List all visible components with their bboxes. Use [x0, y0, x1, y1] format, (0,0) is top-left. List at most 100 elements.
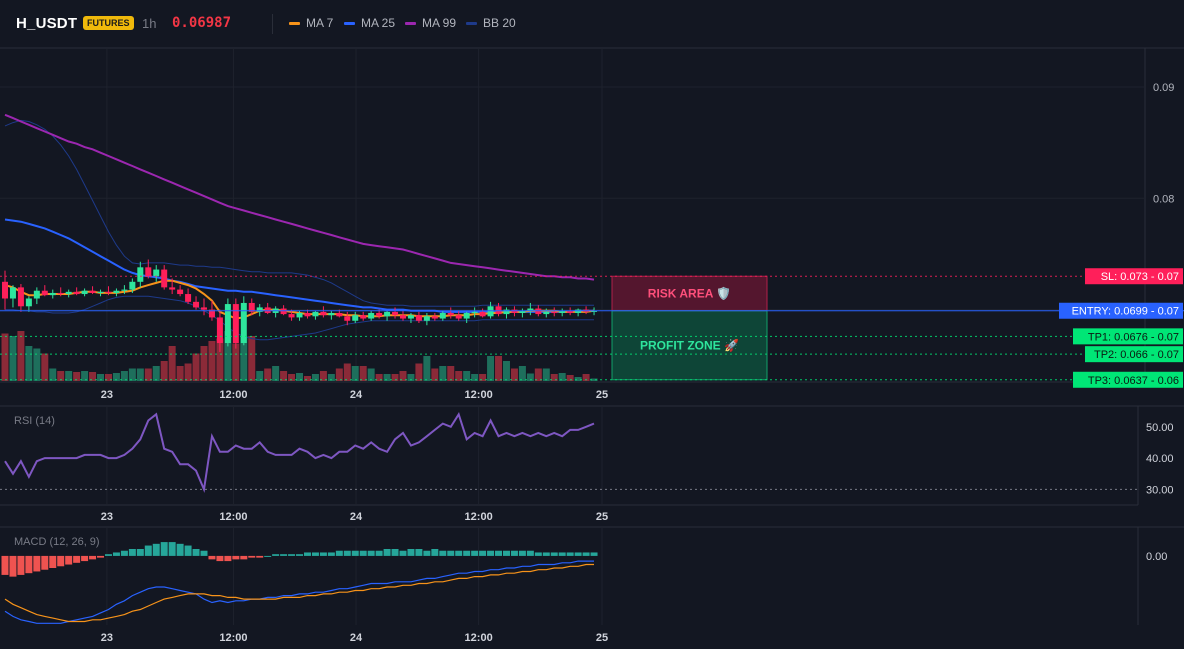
x-tick-label: 23 [101, 511, 113, 523]
candle-body [400, 315, 406, 319]
candle-body [2, 281, 8, 299]
macd-histogram-bar [343, 550, 351, 556]
ma7-swatch-icon [289, 21, 300, 25]
volume-bar [208, 341, 216, 381]
macd-histogram-bar [57, 555, 65, 567]
volume-bar [280, 371, 288, 381]
candle-body [105, 291, 112, 294]
legend-ma99[interactable]: MA 99 [405, 16, 456, 30]
bb-upper-line [4, 119, 594, 307]
candle-body [527, 308, 534, 311]
candle-body [551, 311, 558, 314]
bb-lower-line [5, 295, 594, 341]
volume-bar [399, 371, 407, 381]
macd-histogram-bar [112, 552, 120, 556]
macd-histogram-bar [351, 550, 359, 556]
candle-body [447, 312, 454, 316]
rsi-title: RSI (14) [14, 415, 55, 427]
trade-levels: SL: 0.073 - 0.07 ENTRY: 0.0699 - 0.07 TP1:… [0, 268, 1184, 388]
macd-histogram-bar [1, 555, 9, 575]
macd-histogram-bar [415, 549, 423, 556]
candle-body [113, 290, 120, 293]
macd-histogram-bar [248, 555, 256, 558]
macd-histogram-bar [526, 550, 534, 556]
volume-bar [479, 374, 487, 381]
candle-body [559, 310, 566, 313]
tp3-level-label: TP3: 0.0637 - 0.06 [1088, 375, 1179, 387]
candle-body [519, 310, 526, 313]
candle-body [193, 301, 200, 308]
candle-body [81, 290, 88, 295]
x-tick-label: 12:00 [465, 511, 493, 523]
ma99-line [4, 113, 595, 281]
macd-title: MACD (12, 26, 9) [14, 536, 100, 548]
candle-body [57, 292, 64, 295]
rsi-y-tick-label: 30.00 [1146, 484, 1174, 496]
macd-histogram-bar [399, 550, 407, 556]
candle-body [97, 291, 104, 294]
candle-body [216, 317, 223, 344]
macd-histogram-bar [128, 549, 136, 556]
bollinger-bands [4, 119, 594, 341]
macd-histogram-bar [168, 542, 176, 556]
timeframe-selector[interactable]: 1h [142, 16, 157, 31]
legend-bb20[interactable]: BB 20 [466, 16, 516, 30]
symbol-title[interactable]: H_USDT [16, 15, 78, 32]
candle-body [336, 312, 343, 317]
volume-bar [415, 363, 423, 381]
macd-histogram-bar [232, 555, 240, 560]
volume-bar [335, 368, 343, 381]
volume-bar [455, 371, 463, 381]
macd-histogram-bar [144, 545, 152, 556]
macd-histogram-bar [542, 552, 550, 556]
volume-bar [534, 368, 542, 381]
volume-bar [542, 368, 550, 381]
candle-body [280, 308, 287, 315]
macd-histogram-bar [447, 550, 455, 556]
volume-bar [423, 356, 431, 381]
macd-histogram-bar [272, 554, 280, 556]
volume-bar [176, 366, 184, 381]
macd-histogram-bar [264, 555, 272, 557]
candle-body [407, 315, 414, 319]
candle-body [201, 307, 207, 310]
macd-histogram-bar [89, 555, 97, 560]
macd-histogram-bar [303, 552, 311, 556]
sl-level-label: SL: 0.073 - 0.07 [1101, 271, 1179, 283]
candle-body [248, 302, 255, 312]
macd-histogram-bar [574, 552, 582, 556]
macd-histogram-bar [152, 543, 160, 556]
volume-bar [49, 368, 57, 381]
volume-bar [1, 333, 9, 381]
x-tick-label: 24 [350, 389, 363, 401]
macd-histogram-bar [367, 550, 375, 556]
x-tick-label: 24 [350, 632, 363, 644]
candle-body [288, 314, 295, 318]
macd-histogram-bar [558, 552, 566, 556]
volume-bar [447, 366, 455, 381]
candle-body [543, 311, 550, 315]
candle-body [49, 292, 56, 296]
macd-histogram-bar [81, 555, 89, 562]
macd-histogram-bar [49, 555, 57, 568]
candle-body [9, 287, 16, 299]
macd-histogram-bar [463, 550, 471, 556]
entry-level-label: ENTRY: 0.0699 - 0.07 [1072, 306, 1179, 318]
candle-body [161, 269, 168, 288]
volume-bar [375, 374, 383, 381]
volume-bar [574, 377, 582, 381]
candle-body [511, 309, 518, 313]
legend-ma7[interactable]: MA 7 [289, 16, 333, 30]
legend-ma7-label: MA 7 [306, 16, 334, 30]
macd-histogram-bar [200, 550, 208, 556]
legend-ma25[interactable]: MA 25 [344, 16, 395, 30]
volume-bar [311, 374, 319, 381]
candle-body [463, 312, 470, 319]
tp3-level-tag [1073, 371, 1183, 388]
macd-histogram-bar [566, 552, 574, 556]
macd-histogram-bar [73, 555, 81, 563]
candle-body [224, 304, 231, 344]
volume-bar [590, 378, 598, 381]
candle-body [25, 298, 32, 307]
